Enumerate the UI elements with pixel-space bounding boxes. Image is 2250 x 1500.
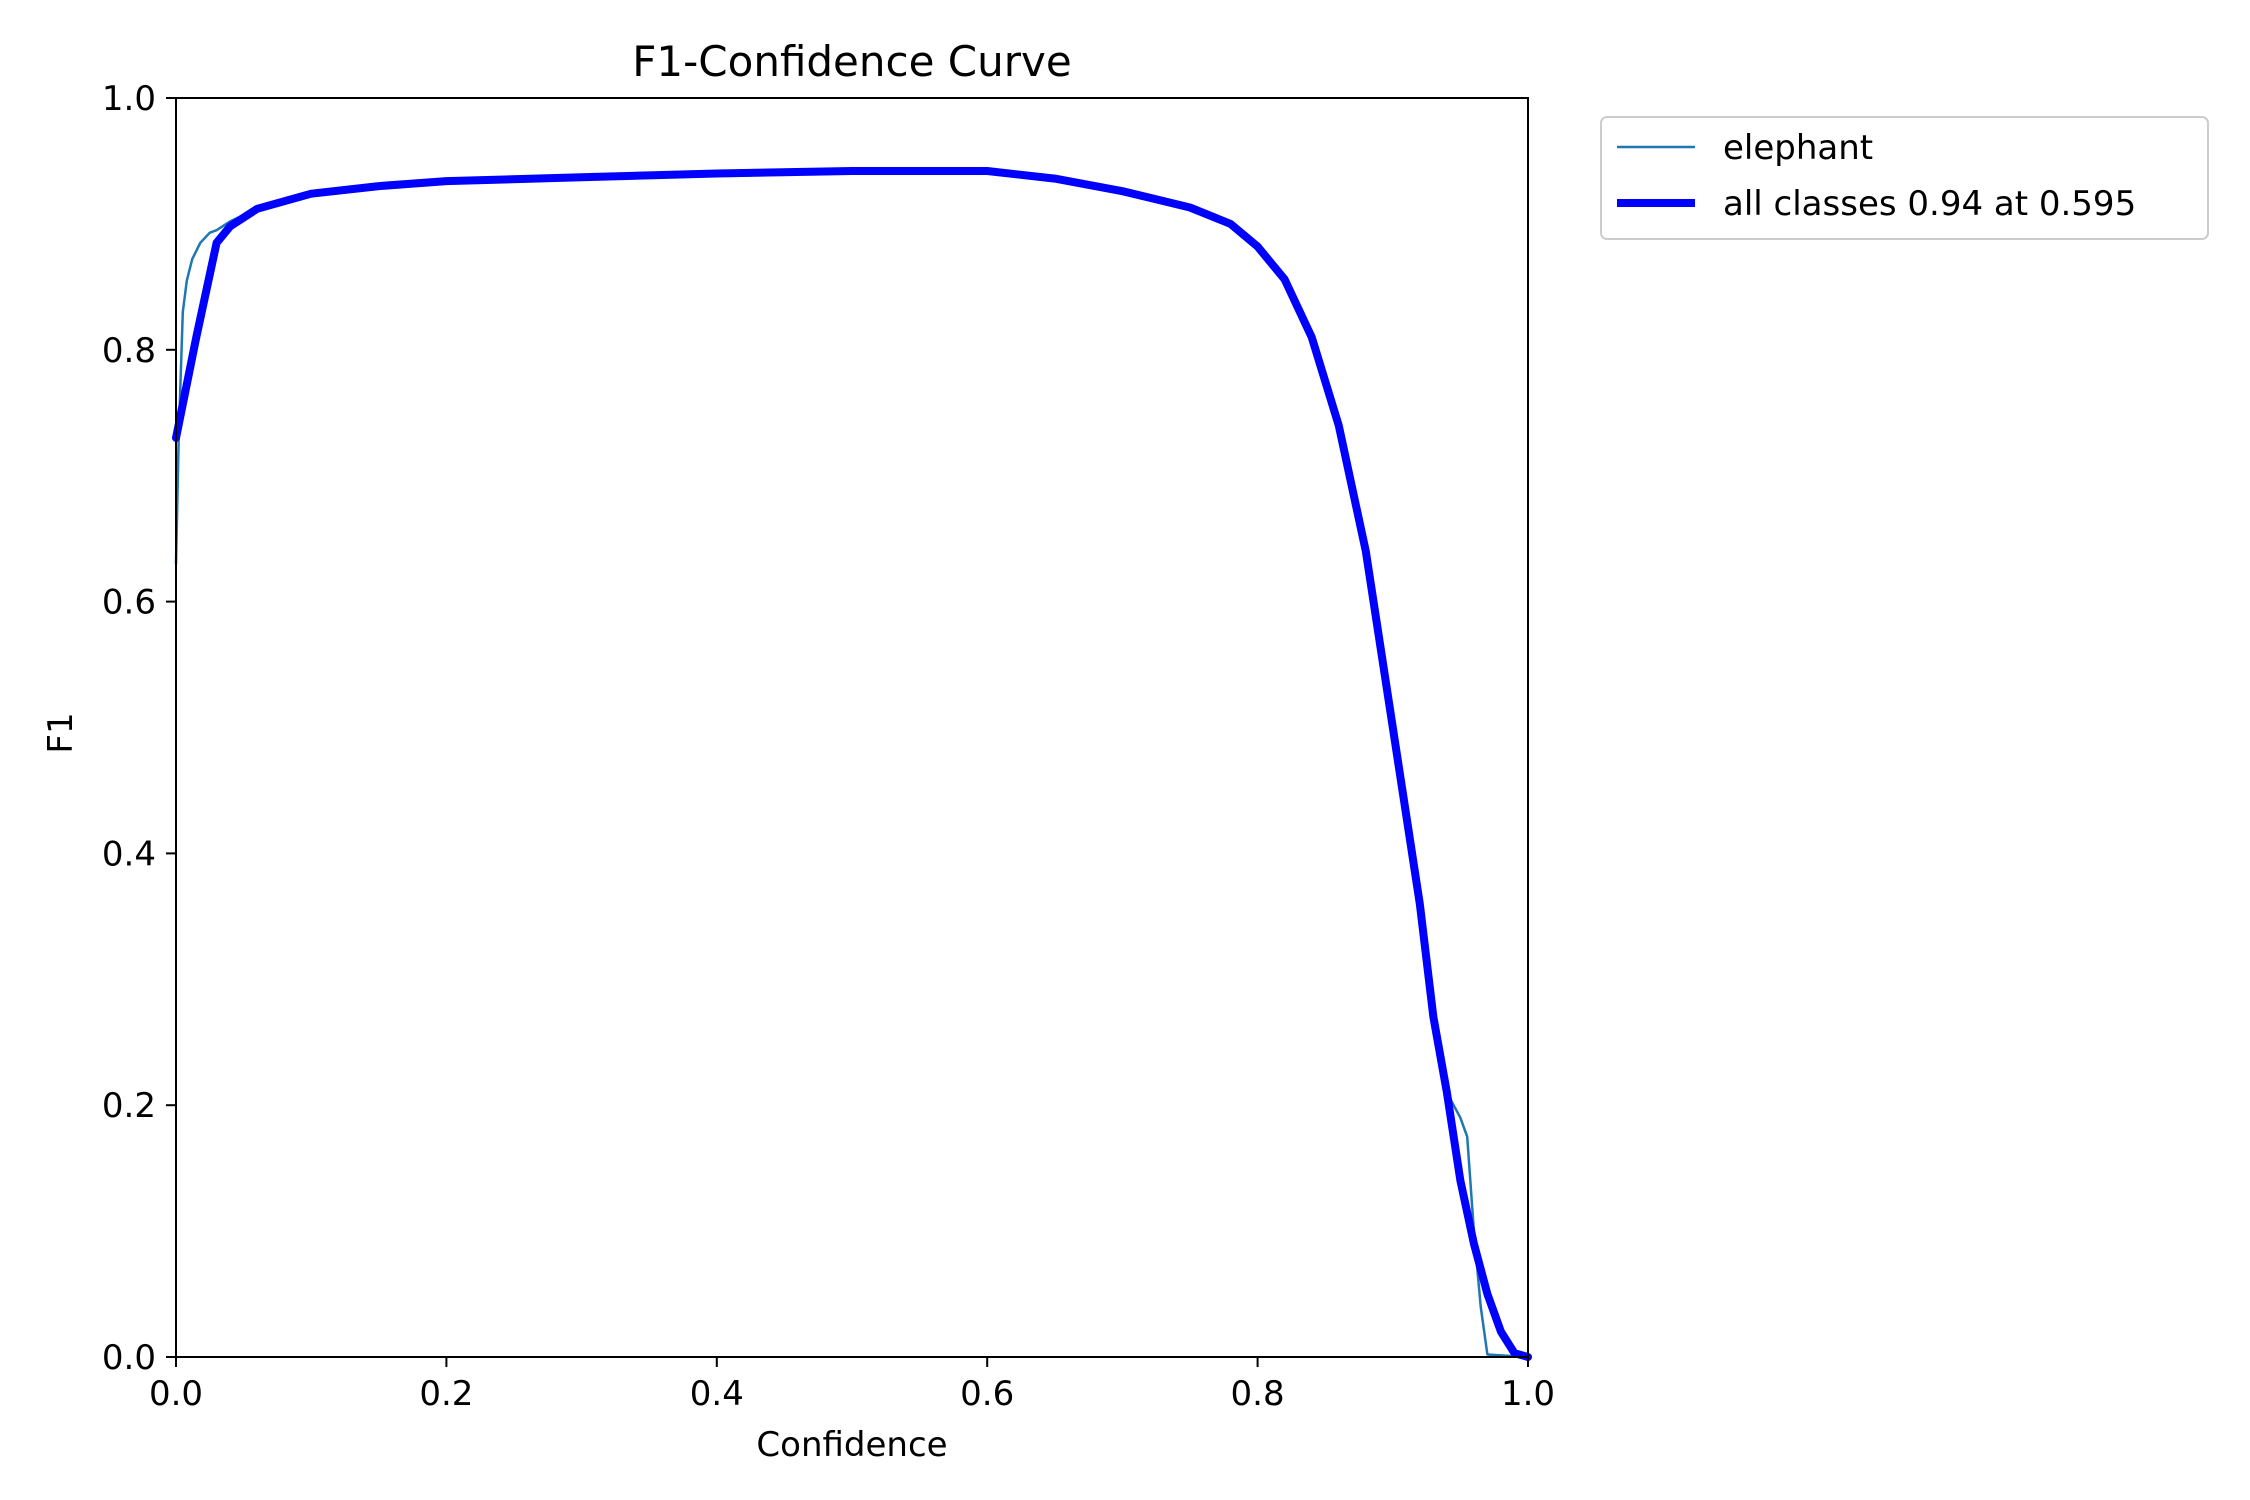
x-tick-label: 0.6 — [960, 1374, 1014, 1414]
x-tick-label: 0.2 — [419, 1374, 473, 1414]
axis-ticks: 0.0 0.2 0.4 0.6 0.8 1.0 0.0 0.2 0.4 0.6 0.8 1.0 — [102, 79, 1555, 1414]
x-tick-label: 0.4 — [690, 1374, 744, 1414]
legend: elephant all classes 0.94 at 0.595 — [1600, 116, 2209, 240]
y-axis-label: F1 — [41, 712, 81, 753]
series-line-1 — [172, 167, 1532, 1361]
legend-box — [1600, 116, 2209, 240]
plot-area — [172, 97, 1532, 1361]
y-tick-label: 0.0 — [102, 1338, 156, 1378]
y-tick-label: 1.0 — [102, 79, 156, 119]
y-tick-label: 0.6 — [102, 583, 156, 623]
y-tick-label: 0.2 — [102, 1086, 156, 1126]
y-tick-label: 0.4 — [102, 834, 156, 874]
legend-label-0: elephant — [1723, 128, 1873, 168]
chart-title: F1-Confidence Curve — [632, 37, 1071, 86]
legend-label-1: all classes 0.94 at 0.595 — [1723, 184, 2136, 224]
x-tick-label: 0.8 — [1231, 1374, 1285, 1414]
axes-frame — [175, 97, 1529, 1358]
x-tick-label: 0.0 — [149, 1374, 203, 1414]
x-tick-label: 1.0 — [1501, 1374, 1555, 1414]
x-axis-label: Confidence — [756, 1425, 947, 1465]
y-tick-label: 0.8 — [102, 331, 156, 371]
